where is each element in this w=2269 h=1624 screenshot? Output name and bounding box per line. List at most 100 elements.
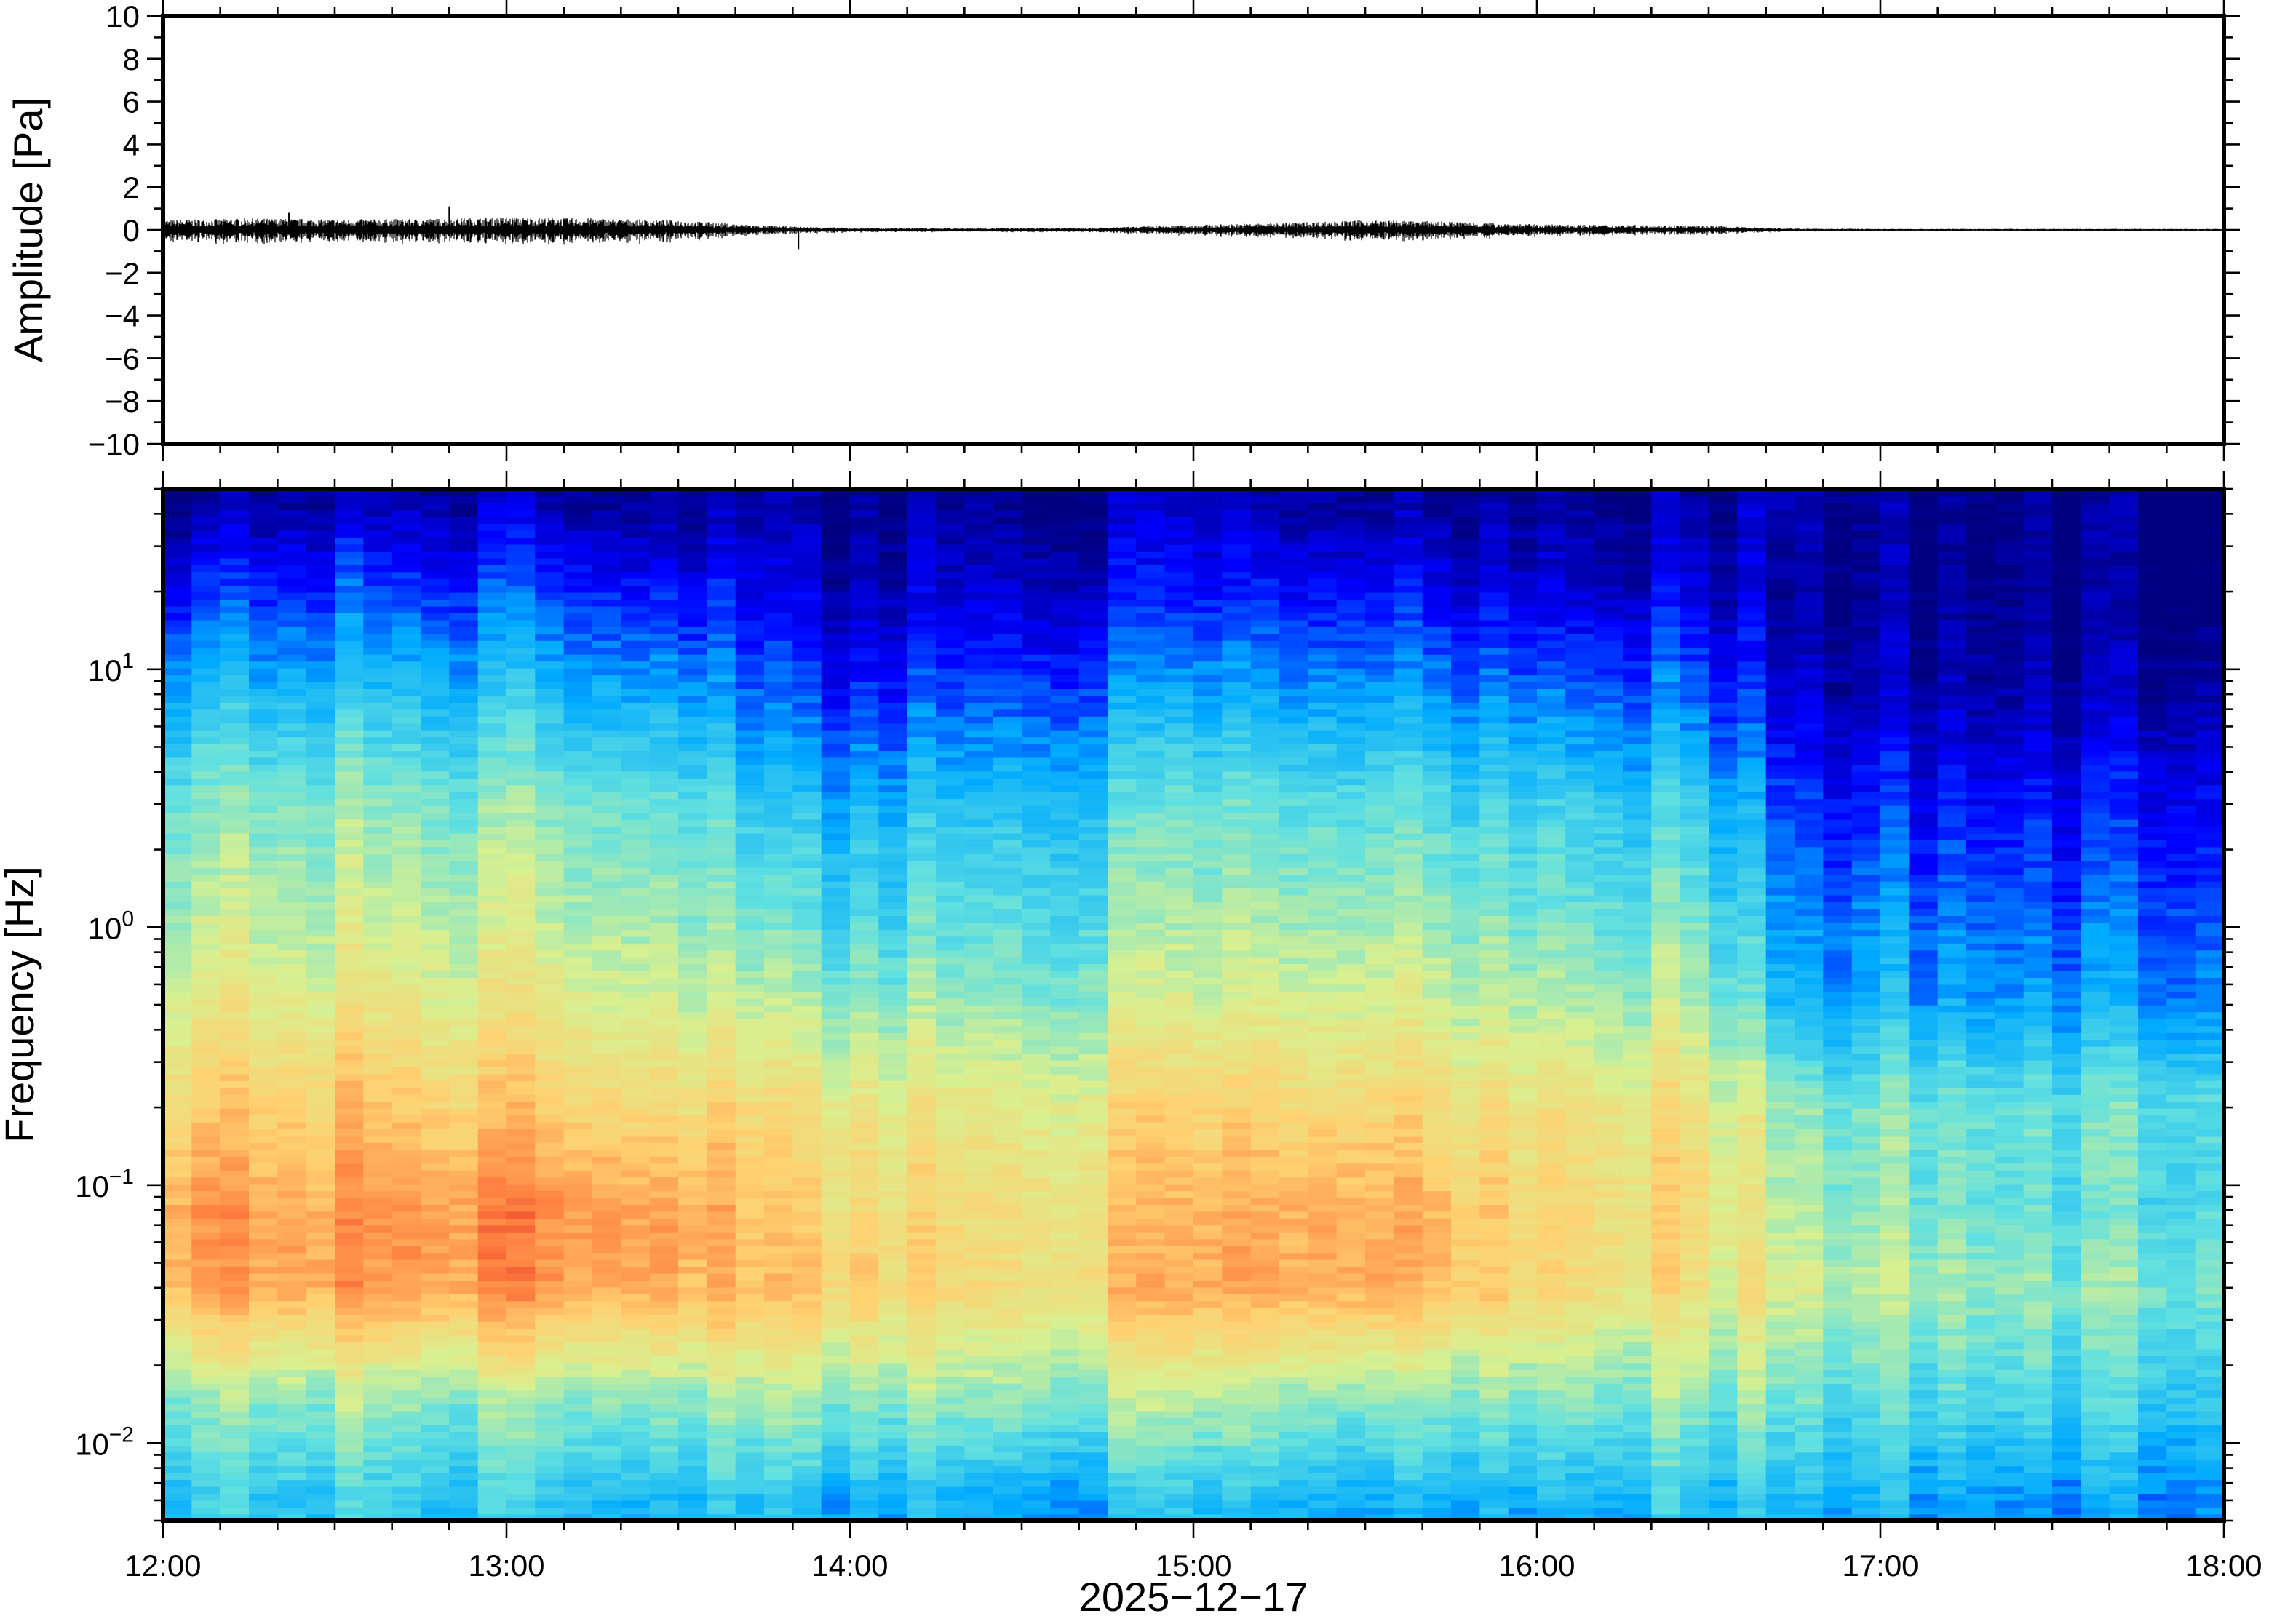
spectrogram-cell [449,915,479,923]
spectrogram-cell [907,1135,937,1143]
spectrogram-cell [621,523,651,531]
spectrogram-cell [764,1018,794,1027]
spectrogram-cell [163,640,193,648]
spectrogram-cell [592,778,622,786]
spectrogram-cell [792,1458,822,1467]
spectrogram-cell [621,991,651,999]
spectrogram-cell [592,1472,622,1481]
spectrogram-cell [506,915,536,923]
spectrogram-cell [535,1465,565,1473]
spectrogram-cell [563,929,593,937]
spectrogram-cell [449,1382,479,1391]
spectrogram-cell [792,984,822,992]
spectrogram-cell [649,1342,679,1350]
spectrogram-cell [907,1094,937,1102]
spectrogram-cell [1050,509,1080,517]
spectrogram-cell [907,1025,937,1033]
spectrogram-cell [707,1500,736,1508]
spectrogram-cell [993,771,1022,779]
spectrogram-cell [907,565,937,573]
spectrogram-cell [936,874,966,882]
spectrogram-cell [335,984,365,992]
spectrogram-cell [535,764,565,772]
spectrogram-cell [621,688,651,696]
spectrogram-cell [563,1252,593,1260]
spectrogram-cell [277,860,307,868]
spectrogram-cell [764,1486,794,1494]
spectrogram-cell [993,516,1022,525]
spectrogram-cell [878,778,908,786]
spectrogram-cell [163,1163,193,1171]
spectrogram-cell [850,929,880,937]
spectrogram-cell [592,1115,622,1123]
spectrogram-cell [249,874,279,882]
spectrogram-cell [563,736,593,744]
spectrogram-cell [936,1452,966,1460]
spectrogram-cell [449,716,479,724]
spectrogram-cell [850,1032,880,1040]
spectrogram-cell [563,1169,593,1178]
spectrogram-cell [535,942,565,951]
spectrogram-cell [993,605,1022,613]
spectrogram-cell [363,537,393,545]
spectrogram-cell [1022,1280,1052,1288]
spectrogram-cell [191,1500,221,1508]
spectrogram-cell [449,1404,479,1412]
spectrogram-cell [421,998,450,1006]
spectrogram-cell [707,585,736,593]
spectrogram-cell [535,1362,565,1370]
spectrogram-cell [535,1307,565,1315]
amplitude-axis-label: Amplitude [Pa] [5,97,51,362]
spectrogram-cell [335,840,365,848]
spectrogram-cell [563,1266,593,1274]
spectrogram-cell [163,998,193,1006]
spectrogram-cell [592,1121,622,1129]
spectrogram-cell [1022,1376,1052,1384]
spectrogram-cell [449,1417,479,1425]
spectrogram-cell [421,778,450,786]
spectrogram-cell [449,613,479,621]
spectrogram-cell [764,1382,794,1391]
spectrogram-cell [878,1245,908,1254]
spectrogram-cell [907,557,937,565]
spectrogram-cell [277,1073,307,1081]
spectrogram-cell [306,1197,335,1205]
spectrogram-cell [907,729,937,738]
spectrogram-cell [936,1156,966,1164]
spectrogram-cell [649,633,679,641]
spectrogram-cell [850,1472,880,1481]
spectrogram-cell [907,613,937,621]
spectrogram-cell [163,1424,193,1432]
spectrogram-cell [621,1396,651,1405]
spectrogram-cell [1078,1417,1108,1425]
spectrogram-cell [964,599,994,607]
spectrogram-cell [993,1431,1022,1439]
spectrogram-cell [477,674,507,682]
spectrogram-cell [306,1273,335,1281]
spectrogram-cell [821,1445,851,1453]
spectrogram-cell [392,771,421,779]
spectrogram-cell [163,523,193,531]
spectrogram-cell [249,1307,279,1315]
spectrogram-cell [649,1094,679,1102]
spectrogram-cell [477,571,507,579]
spectrogram-cell [335,1094,365,1102]
spectrogram-cell [1022,516,1052,525]
spectrogram-cell [163,750,193,758]
spectrogram-cell [621,709,651,717]
spectrogram-cell [707,1452,736,1460]
spectrogram-cell [392,702,421,710]
spectrogram-cell [563,1369,593,1377]
spectrogram-cell [477,798,507,806]
spectrogram-cell [363,1156,393,1164]
spectrogram-cell [1050,551,1080,559]
spectrogram-cell [678,1369,708,1377]
spectrogram-cell [792,723,822,731]
spectrogram-cell [277,1300,307,1308]
spectrogram-cell [993,888,1022,896]
spectrogram-cell [392,1493,421,1501]
spectrogram-cell [850,798,880,806]
spectrogram-cell [792,537,822,545]
spectrogram-cell [477,489,507,497]
spectrogram-cell [878,571,908,579]
